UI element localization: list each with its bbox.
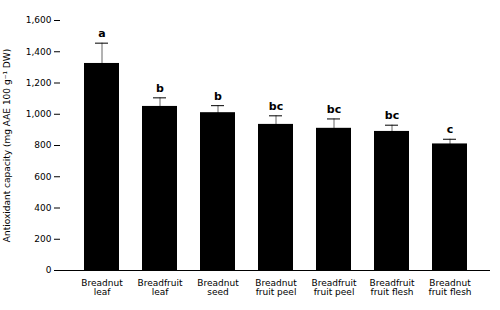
svg-text:c: c — [447, 123, 454, 136]
svg-text:bc: bc — [327, 103, 341, 116]
svg-text:1,200: 1,200 — [26, 78, 52, 88]
svg-text:Breadnutseed: Breadnutseed — [197, 278, 239, 297]
svg-text:bc: bc — [269, 100, 283, 113]
svg-text:a: a — [98, 27, 105, 40]
svg-text:Breadfruitleaf: Breadfruitleaf — [137, 278, 183, 297]
svg-text:Antioxidant capacity (mg AAE 1: Antioxidant capacity (mg AAE 100 g⁻¹ DW) — [2, 49, 12, 242]
svg-text:200: 200 — [34, 234, 51, 244]
svg-text:800: 800 — [34, 140, 51, 150]
svg-text:0: 0 — [46, 265, 52, 275]
svg-text:400: 400 — [34, 203, 51, 213]
svg-text:b: b — [214, 90, 222, 103]
svg-text:600: 600 — [34, 172, 51, 182]
svg-text:bc: bc — [385, 109, 399, 122]
svg-text:1,000: 1,000 — [26, 109, 52, 119]
svg-text:Breadnutfruit flesh: Breadnutfruit flesh — [428, 278, 471, 297]
svg-text:b: b — [156, 82, 164, 95]
svg-text:Breadnutfruit peel: Breadnutfruit peel — [255, 278, 297, 297]
svg-text:1,600: 1,600 — [26, 15, 52, 25]
svg-text:1,400: 1,400 — [26, 47, 52, 57]
svg-text:Breadfruitfruit peel: Breadfruitfruit peel — [311, 278, 357, 297]
svg-text:Breadnutleaf: Breadnutleaf — [81, 278, 123, 297]
svg-text:Breadfruitfruit flesh: Breadfruitfruit flesh — [369, 278, 415, 297]
